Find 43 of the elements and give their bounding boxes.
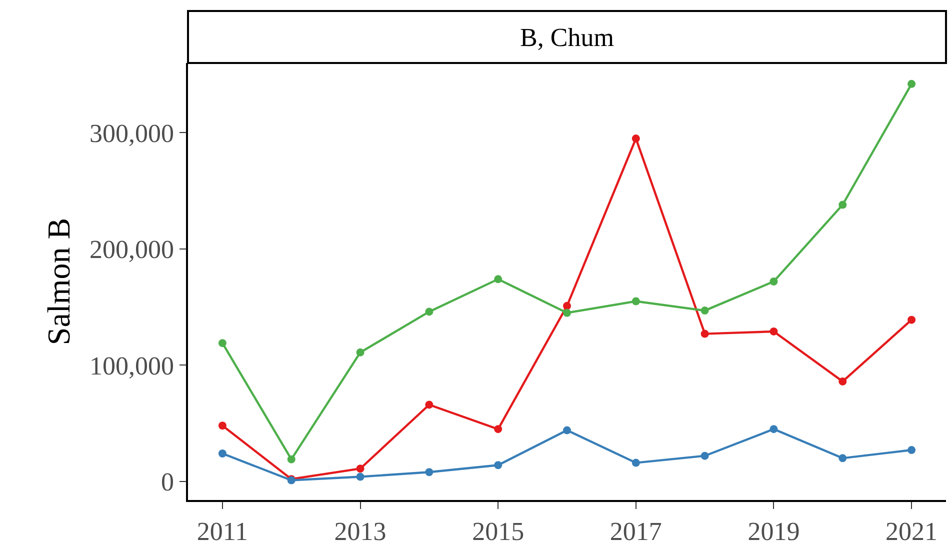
point bbox=[838, 454, 847, 462]
x-tick-label: 2021 bbox=[886, 516, 938, 544]
point bbox=[494, 275, 502, 284]
point bbox=[838, 200, 847, 209]
point bbox=[700, 452, 709, 460]
x-tick-label: 2019 bbox=[748, 516, 800, 544]
point bbox=[218, 339, 226, 348]
point bbox=[632, 297, 640, 306]
y-tick-label: 300,000 bbox=[90, 118, 174, 148]
point bbox=[770, 278, 778, 286]
point bbox=[287, 455, 296, 464]
point bbox=[218, 422, 226, 430]
point bbox=[425, 400, 434, 409]
y-tick-label: 200,000 bbox=[90, 235, 174, 264]
point bbox=[838, 377, 847, 386]
point bbox=[563, 302, 571, 310]
point bbox=[356, 464, 364, 473]
x-tick-label: 2017 bbox=[610, 516, 662, 544]
point bbox=[700, 306, 709, 315]
point bbox=[425, 308, 434, 316]
point bbox=[494, 461, 502, 470]
y-tick-label: 100,000 bbox=[90, 351, 174, 380]
point bbox=[908, 446, 916, 454]
point bbox=[356, 348, 364, 356]
chart-title: B, Chum bbox=[520, 23, 614, 52]
point bbox=[563, 426, 571, 434]
x-tick-label: 2013 bbox=[334, 516, 386, 544]
point bbox=[632, 458, 640, 467]
point bbox=[632, 134, 640, 143]
point bbox=[425, 468, 434, 476]
point bbox=[770, 327, 778, 336]
point bbox=[700, 330, 709, 338]
point bbox=[908, 316, 916, 324]
point bbox=[908, 80, 916, 88]
y-axis-title: Salmon B bbox=[40, 218, 76, 346]
point bbox=[770, 425, 778, 434]
y-tick-label: 0 bbox=[161, 468, 174, 496]
x-tick-label: 2011 bbox=[196, 516, 248, 544]
x-tick-label: 2015 bbox=[472, 516, 524, 544]
point bbox=[563, 308, 571, 317]
point bbox=[218, 450, 226, 458]
point bbox=[494, 425, 502, 434]
point bbox=[356, 472, 364, 481]
